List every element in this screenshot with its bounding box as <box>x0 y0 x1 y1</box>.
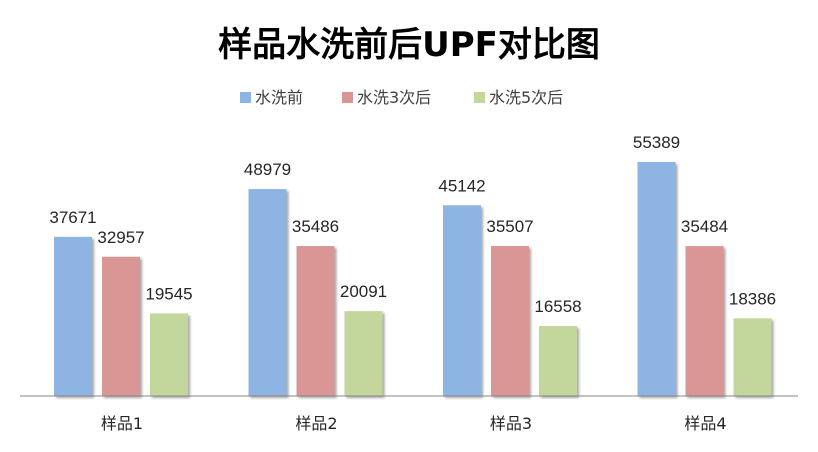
legend-label-3: 水洗5次后 <box>489 88 563 107</box>
data-label-2-3: 20091 <box>340 282 387 301</box>
bar-2-3 <box>344 311 383 396</box>
bar-3-2 <box>491 245 529 396</box>
bar-3-1 <box>443 205 481 396</box>
data-label-4-3: 18386 <box>729 289 776 308</box>
x-tick-label-3: 样品3 <box>490 414 532 433</box>
data-label-4-1: 55389 <box>633 133 680 152</box>
chart-legend: 水洗前 水洗3次后 水洗5次后 <box>240 88 563 107</box>
legend-label-1: 水洗前 <box>255 88 303 107</box>
legend-label-2: 水洗3次后 <box>357 88 431 107</box>
bar-4-3 <box>733 318 772 396</box>
x-tick-labels: 样品1 样品2 样品3 样品4 <box>101 414 727 433</box>
x-tick-label-4: 样品4 <box>684 414 726 433</box>
legend-swatch-1 <box>240 92 251 103</box>
data-label-2-1: 48979 <box>244 160 291 179</box>
x-tick-label-2: 样品2 <box>295 414 337 433</box>
bars-group <box>54 162 772 396</box>
bar-4-2 <box>685 246 724 396</box>
data-label-1-1: 37671 <box>49 208 96 227</box>
bar-1-3 <box>150 313 188 396</box>
legend-swatch-3 <box>474 92 485 103</box>
bar-2-1 <box>248 189 287 396</box>
data-label-3-1: 45142 <box>438 176 485 195</box>
data-label-3-2: 35507 <box>486 217 533 236</box>
bar-1-2 <box>102 256 140 396</box>
data-label-4-2: 35484 <box>681 217 728 236</box>
data-label-1-2: 32957 <box>97 228 144 247</box>
data-label-1-3: 19545 <box>145 284 192 303</box>
legend-swatch-2 <box>342 92 353 103</box>
data-label-3-3: 16558 <box>534 297 581 316</box>
bar-1-1 <box>54 236 92 396</box>
x-tick-label-1: 样品1 <box>101 414 143 433</box>
chart-title: 样品水洗前后UPF对比图 <box>218 25 600 65</box>
bar-2-2 <box>296 246 335 396</box>
bar-3-3 <box>539 326 577 396</box>
bar-4-1 <box>637 162 676 396</box>
data-label-2-2: 35486 <box>292 217 339 236</box>
